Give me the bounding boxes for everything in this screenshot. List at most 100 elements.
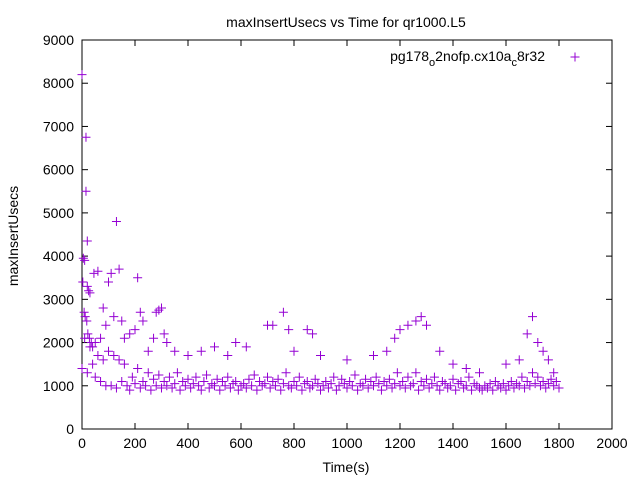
data-point (93, 266, 103, 276)
data-point (273, 374, 283, 384)
data-point (528, 368, 537, 378)
data-point (292, 381, 302, 391)
y-tick-label: 7000 (43, 118, 74, 134)
data-point (342, 383, 352, 393)
data-point (326, 379, 336, 389)
data-point (244, 374, 254, 384)
data-point (382, 381, 392, 391)
data-point (403, 320, 413, 330)
data-point (369, 351, 378, 361)
data-point (429, 372, 439, 382)
data-point (98, 303, 108, 313)
data-point (196, 385, 206, 395)
data-point (84, 286, 94, 296)
data-point (376, 385, 386, 395)
data-point (451, 385, 461, 395)
data-point (202, 370, 212, 380)
data-point (241, 383, 251, 393)
data-point (215, 385, 225, 395)
data-point (467, 385, 477, 395)
data-point (535, 381, 545, 391)
data-point (419, 381, 429, 391)
data-point (382, 346, 392, 356)
data-point (520, 383, 530, 393)
data-point (96, 376, 106, 386)
x-tick-label: 1000 (331, 435, 362, 451)
y-tick-label: 6000 (43, 162, 74, 178)
data-point (408, 379, 418, 389)
data-point (422, 374, 431, 384)
data-point (514, 355, 524, 365)
data-point (549, 368, 559, 378)
data-point (82, 236, 92, 246)
y-tick-label: 4000 (43, 248, 74, 264)
data-point (223, 351, 233, 361)
data-point (77, 363, 87, 373)
data-point (170, 346, 180, 356)
data-point (435, 346, 445, 356)
data-point (90, 338, 100, 348)
data-point (260, 379, 270, 389)
data-point (475, 368, 484, 378)
data-point (514, 381, 524, 391)
data-point (109, 351, 119, 361)
data-point (133, 363, 143, 373)
x-tick-label: 600 (229, 435, 253, 451)
data-point (392, 368, 402, 378)
x-tick-label: 2000 (596, 435, 627, 451)
data-point (127, 372, 137, 382)
data-point (313, 379, 323, 389)
data-point (114, 264, 124, 274)
data-point (414, 385, 424, 395)
data-point (448, 359, 458, 369)
data-point (249, 370, 259, 380)
x-tick-label: 1400 (437, 435, 468, 451)
legend-label: pg178o2nofp.cx10ac8r32 (390, 48, 545, 69)
data-point (223, 372, 233, 382)
legend-marker (570, 52, 580, 62)
data-point (101, 320, 111, 330)
data-point (554, 383, 564, 393)
data-point (117, 316, 127, 326)
x-tick-label: 400 (176, 435, 200, 451)
data-point (130, 325, 140, 335)
data-point (188, 379, 198, 389)
data-point (530, 379, 540, 389)
data-point (350, 370, 360, 380)
data-point (347, 381, 357, 391)
data-point (538, 376, 548, 386)
data-point (270, 381, 280, 391)
data-point (231, 338, 241, 348)
data-point (93, 351, 103, 361)
data-point (125, 385, 135, 395)
data-point (276, 385, 286, 395)
data-point (164, 372, 174, 382)
data-point (104, 346, 113, 356)
data-point (84, 333, 94, 343)
x-tick-label: 1200 (384, 435, 415, 451)
data-point (196, 346, 206, 356)
data-point (247, 381, 257, 391)
data-point (119, 333, 129, 343)
data-point (342, 355, 352, 365)
data-point (109, 312, 119, 322)
data-point (278, 307, 288, 317)
data-point (111, 383, 121, 393)
data-point (302, 325, 312, 335)
data-point (80, 255, 90, 265)
data-point (141, 381, 151, 391)
x-tick-label: 1600 (490, 435, 521, 451)
data-point (411, 368, 421, 378)
data-point (77, 70, 87, 80)
data-point (551, 376, 561, 386)
data-point (138, 316, 148, 326)
data-point (114, 355, 124, 365)
data-point (284, 325, 294, 335)
data-point (125, 329, 135, 339)
data-point (82, 316, 92, 326)
data-point (353, 385, 363, 395)
data-point (78, 253, 88, 263)
data-point (308, 329, 318, 339)
data-point (88, 359, 98, 369)
